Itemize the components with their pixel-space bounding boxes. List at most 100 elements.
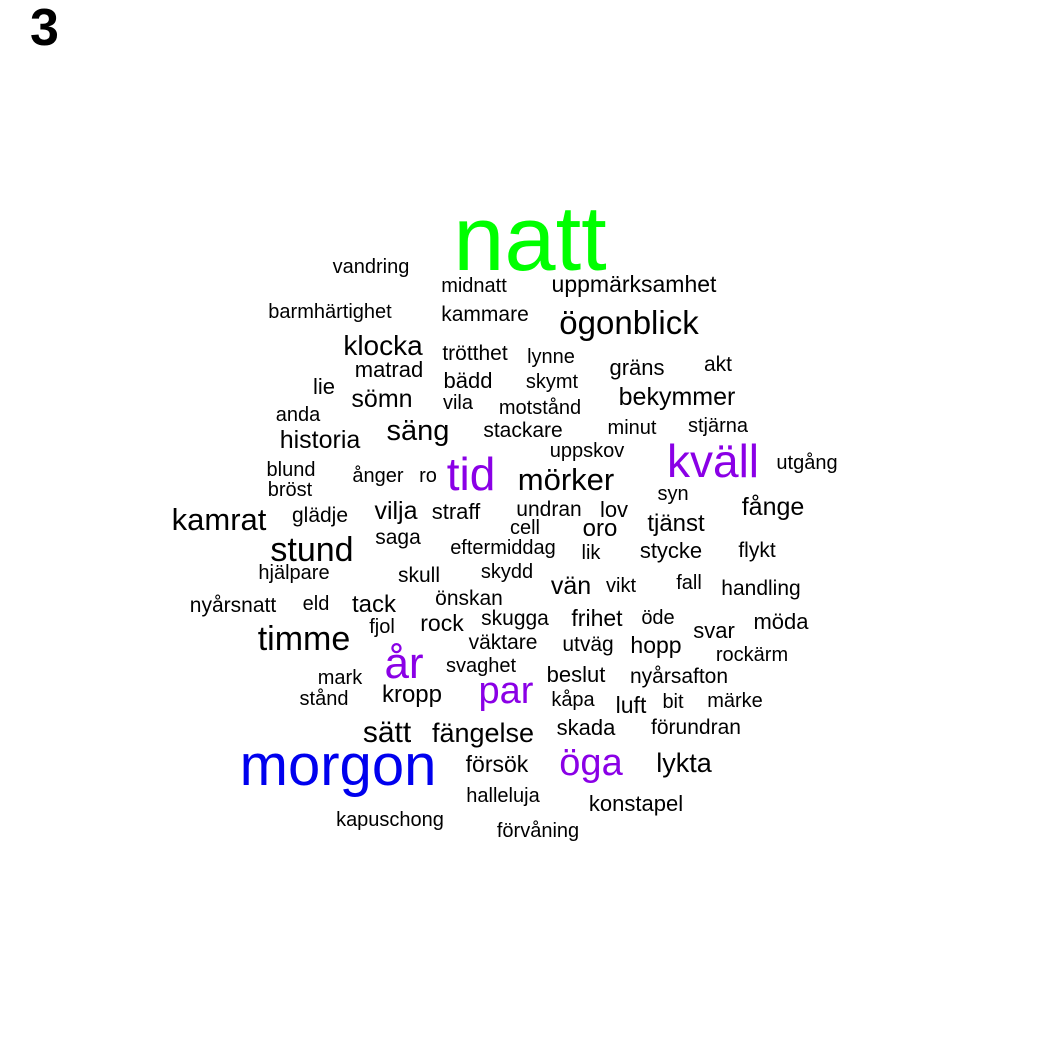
word-tack: tack [352, 591, 397, 618]
word-vän: vän [551, 572, 591, 600]
word-nyårsafton: nyårsafton [630, 665, 728, 688]
word-minut: minut [608, 417, 657, 439]
word-bekymmer: bekymmer [619, 383, 736, 411]
word-önskan: önskan [435, 587, 503, 610]
word-beslut: beslut [547, 662, 606, 687]
word-handling: handling [721, 577, 800, 600]
word-hopp: hopp [630, 632, 681, 658]
word-tjänst: tjänst [647, 510, 705, 537]
word-blund: blund [267, 459, 316, 481]
word-väktare: väktare [469, 631, 538, 654]
word-saga: saga [375, 526, 421, 549]
word-hjälpare: hjälpare [258, 562, 329, 584]
word-ögonblick: ögonblick [559, 304, 699, 341]
word-eftermiddag: eftermiddag [450, 537, 556, 559]
word-fall: fall [676, 572, 702, 594]
word-skymt: skymt [526, 371, 579, 393]
word-lie: lie [313, 374, 335, 399]
word-tid: tid [447, 448, 496, 500]
word-bit: bit [662, 691, 684, 713]
word-stackare: stackare [483, 419, 562, 442]
word-gräns: gräns [609, 355, 664, 380]
word-timme: timme [258, 620, 351, 658]
word-öga: öga [559, 742, 623, 784]
word-ånger: ånger [352, 465, 403, 487]
word-kropp: kropp [382, 681, 442, 708]
word-kapuschong: kapuschong [336, 809, 444, 831]
word-lynne: lynne [527, 346, 575, 368]
word-kamrat: kamrat [172, 502, 267, 537]
word-syn: syn [657, 483, 688, 505]
word-barmhärtighet: barmhärtighet [268, 301, 392, 323]
word-kåpa: kåpa [551, 689, 595, 711]
word-fjol: fjol [369, 616, 395, 638]
word-vila: vila [443, 392, 474, 414]
word-vikt: vikt [606, 575, 636, 597]
word-skydd: skydd [481, 561, 533, 583]
word-säng: säng [387, 415, 450, 447]
word-stjärna: stjärna [688, 415, 749, 437]
word-förundran: förundran [651, 716, 741, 739]
word-straff: straff [432, 499, 481, 524]
word-oro: oro [583, 515, 618, 542]
word-lov: lov [600, 497, 628, 522]
word-kammare: kammare [441, 303, 529, 326]
word-undran: undran [516, 498, 581, 521]
panel-label: 3 [30, 0, 59, 57]
word-uppmärksamhet: uppmärksamhet [552, 271, 718, 297]
word-skada: skada [557, 715, 616, 740]
word-historia: historia [280, 426, 361, 454]
word-morgon: morgon [240, 733, 437, 798]
word-vandring: vandring [333, 256, 410, 278]
word-sätt: sätt [363, 716, 412, 749]
word-matrad: matrad [355, 357, 423, 382]
word-sömn: sömn [351, 385, 412, 413]
word-stånd: stånd [300, 688, 349, 710]
word-mark: mark [318, 667, 363, 689]
word-konstapel: konstapel [589, 791, 683, 816]
word-eld: eld [303, 593, 330, 615]
word-lik: lik [582, 542, 602, 564]
word-utväg: utväg [562, 633, 613, 656]
word-motstånd: motstånd [499, 397, 581, 419]
word-akt: akt [704, 353, 732, 376]
word-ro: ro [419, 465, 437, 487]
word-öde: öde [641, 607, 674, 629]
word-skugga: skugga [481, 607, 549, 630]
word-svaghet: svaghet [446, 655, 516, 677]
word-år: år [384, 639, 423, 688]
word-trötthet: trötthet [442, 342, 508, 365]
word-förvåning: förvåning [497, 820, 579, 842]
word-bröst: bröst [268, 479, 313, 501]
word-kväll: kväll [667, 435, 759, 487]
word-utgång: utgång [776, 452, 837, 474]
word-uppskov: uppskov [550, 440, 625, 462]
word-par: par [479, 670, 534, 712]
word-stund: stund [270, 531, 353, 569]
word-lykta: lykta [656, 748, 713, 778]
word-nyårsnatt: nyårsnatt [190, 594, 277, 617]
word-bädd: bädd [444, 368, 493, 393]
word-mörker: mörker [518, 462, 614, 497]
word-halleluja: halleluja [466, 785, 540, 807]
word-anda: anda [276, 404, 321, 426]
word-luft: luft [616, 692, 647, 718]
word-rockärm: rockärm [716, 644, 788, 666]
word-natt: natt [453, 188, 606, 290]
word-fånge: fånge [742, 493, 805, 521]
word-rock: rock [420, 610, 464, 636]
word-möda: möda [753, 609, 809, 634]
word-flykt: flykt [738, 539, 776, 562]
word-märke: märke [707, 690, 763, 712]
word-glädje: glädje [292, 504, 348, 527]
word-vilja: vilja [374, 497, 417, 525]
word-svar: svar [693, 618, 735, 643]
word-stycke: stycke [640, 538, 702, 563]
word-klocka: klocka [343, 330, 423, 361]
word-cell: cell [510, 517, 540, 539]
word-skull: skull [398, 564, 440, 587]
word-fängelse: fängelse [432, 718, 534, 748]
word-frihet: frihet [571, 605, 623, 631]
word-försök: försök [466, 751, 529, 777]
